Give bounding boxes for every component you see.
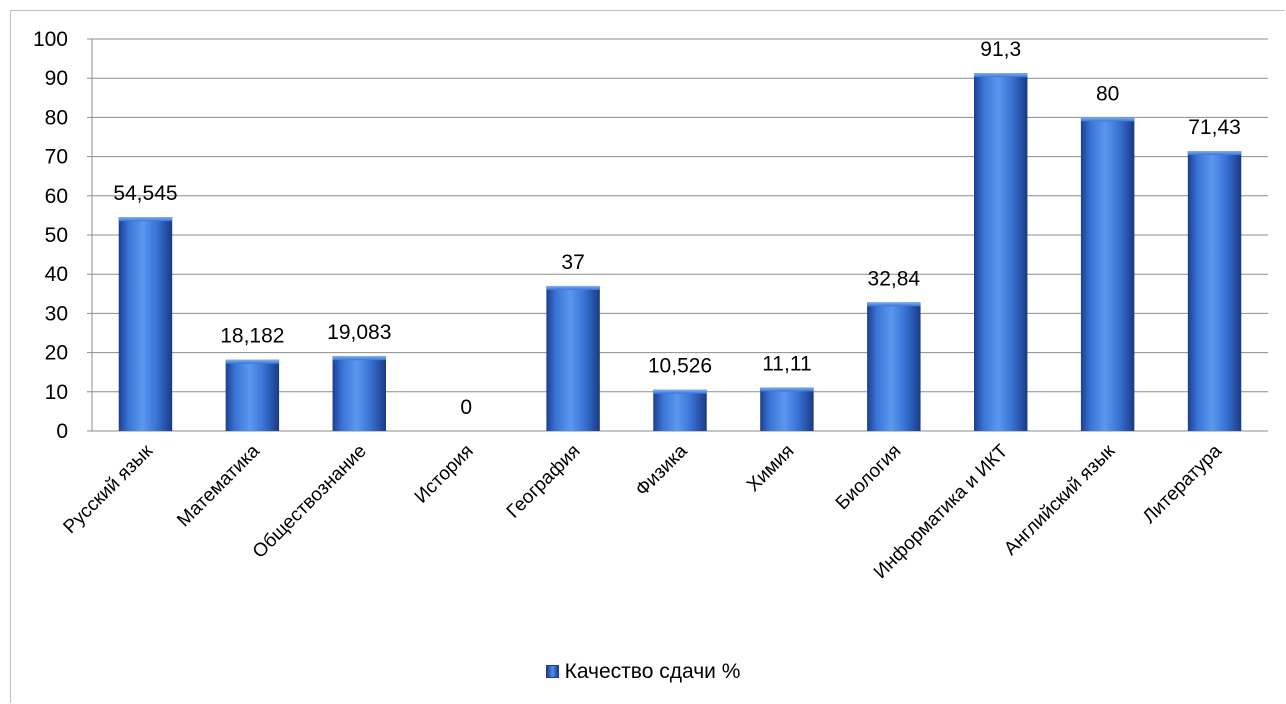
y-tick-label: 40 [45, 263, 68, 286]
y-tick-label: 20 [45, 342, 68, 365]
y-tick-label: 100 [33, 28, 68, 51]
x-category-label: Математика [173, 440, 264, 531]
x-category-label: Русский язык [60, 440, 158, 538]
x-category-label: Обществознание [249, 441, 371, 563]
y-axis-ticks: 0 10 20 30 40 50 60 70 80 90 100 [33, 28, 93, 443]
data-label: 37 [561, 251, 584, 274]
bar [1187, 150, 1242, 432]
data-label: 18,182 [220, 325, 284, 348]
data-label: 0 [460, 396, 472, 419]
y-tick-label: 10 [45, 381, 68, 404]
bar [867, 302, 921, 431]
y-tick-label: 80 [45, 106, 68, 129]
data-label: 19,083 [327, 321, 391, 344]
chart-frame [10, 10, 1285, 703]
bar-cap [225, 359, 280, 364]
bars [118, 73, 1242, 432]
data-label: 80 [1096, 82, 1119, 105]
bar [332, 356, 386, 431]
bar [225, 359, 280, 431]
x-category-label: Химия [743, 441, 798, 496]
bar-cap [867, 302, 921, 307]
legend-label: Качество сдачи % [564, 660, 741, 683]
bar [546, 285, 600, 431]
x-category-label: География [503, 441, 585, 523]
bar-cap [1187, 150, 1242, 155]
bar-cap [974, 73, 1028, 78]
legend: Качество сдачи % [0, 660, 1286, 684]
bar [653, 389, 707, 431]
bar [1080, 117, 1135, 432]
bar-cap [653, 389, 707, 394]
x-category-label: Биология [832, 441, 905, 514]
data-label: 11,11 [762, 352, 811, 375]
data-label: 71,43 [1188, 116, 1241, 139]
x-category-label: Литература [1139, 440, 1226, 527]
data-label: 91,3 [980, 38, 1021, 61]
bar [974, 73, 1028, 431]
bar-cap [760, 387, 814, 392]
bar-cap [118, 217, 173, 222]
x-category-label: История [411, 441, 478, 508]
y-tick-label: 70 [45, 146, 68, 169]
bar [118, 217, 173, 431]
x-category-label: Физика [632, 440, 692, 500]
bar [760, 387, 814, 431]
data-label: 10,526 [648, 355, 712, 378]
y-tick-label: 50 [45, 224, 68, 247]
legend-swatch [545, 665, 559, 678]
y-tick-label: 90 [45, 67, 68, 90]
x-category-label: Английский язык [1000, 440, 1119, 559]
y-tick-label: 60 [45, 185, 68, 208]
data-label: 32,84 [868, 267, 921, 290]
data-label: 54,545 [113, 182, 177, 205]
y-tick-label: 30 [45, 302, 68, 325]
bar-cap [546, 285, 600, 290]
bar-cap [332, 356, 386, 361]
y-tick-label: 0 [56, 420, 68, 443]
data-labels: 54,545 18,182 19,083 0 37 10,526 11,11 32,84 91,… [113, 38, 1240, 419]
bar-cap [1080, 117, 1135, 122]
